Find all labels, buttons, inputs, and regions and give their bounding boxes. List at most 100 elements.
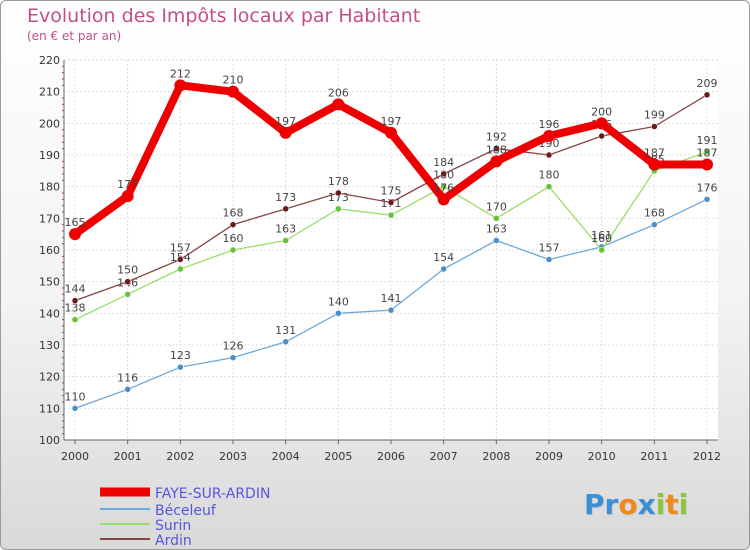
y-minor-tick xyxy=(62,160,64,162)
y-minor-tick xyxy=(62,179,64,181)
logo-letter: i xyxy=(678,488,689,521)
data-label: 196 xyxy=(539,118,560,131)
y-minor-tick xyxy=(62,369,64,371)
data-point xyxy=(71,316,79,323)
data-label: 138 xyxy=(65,302,86,315)
y-minor-tick xyxy=(62,300,64,302)
data-label: 168 xyxy=(223,207,244,220)
data-label: 144 xyxy=(65,283,86,296)
y-tick-label: 170 xyxy=(39,212,60,225)
x-tick-label: 2004 xyxy=(272,450,300,463)
legend-label: Ardin xyxy=(155,533,192,549)
data-point xyxy=(335,205,342,213)
y-tick-label: 160 xyxy=(39,244,60,257)
y-minor-tick xyxy=(62,433,64,435)
data-point xyxy=(229,221,237,228)
legend-label: Surin xyxy=(155,518,191,534)
data-point xyxy=(493,145,500,152)
data-label: 177 xyxy=(117,178,138,191)
data-point xyxy=(332,98,345,111)
logo-letter: P xyxy=(584,488,605,521)
y-minor-tick xyxy=(62,414,64,416)
y-minor-tick xyxy=(62,230,64,232)
data-label: 176 xyxy=(433,181,454,194)
data-point xyxy=(227,85,239,98)
data-point xyxy=(282,205,289,213)
data-label: 163 xyxy=(486,223,507,236)
y-minor-tick xyxy=(62,148,64,150)
data-point xyxy=(387,211,395,219)
y-minor-tick xyxy=(62,274,64,276)
y-tick-label: 150 xyxy=(39,276,60,289)
logo-letter: t xyxy=(665,488,679,521)
data-label: 160 xyxy=(591,232,612,245)
y-minor-tick xyxy=(62,192,64,194)
data-point xyxy=(335,189,342,197)
data-point xyxy=(387,306,395,314)
data-point xyxy=(703,196,711,203)
data-point xyxy=(598,246,605,254)
data-label: 187 xyxy=(644,147,665,160)
data-label: 178 xyxy=(328,175,349,188)
y-minor-tick xyxy=(62,363,64,365)
data-label: 206 xyxy=(328,86,349,99)
data-point xyxy=(124,386,131,393)
data-point xyxy=(440,183,447,190)
data-point xyxy=(648,158,661,171)
x-tick-label: 2012 xyxy=(693,450,721,463)
y-minor-tick xyxy=(62,236,64,238)
y-minor-tick xyxy=(62,116,64,118)
chart-subtitle: (en € et par an) xyxy=(27,29,121,43)
data-point xyxy=(177,256,184,263)
logo-letter: i xyxy=(655,488,666,521)
y-minor-tick xyxy=(62,72,64,74)
y-minor-tick xyxy=(62,78,64,80)
data-point xyxy=(437,193,450,206)
data-point xyxy=(385,126,397,139)
data-label: 123 xyxy=(170,349,191,362)
data-label: 199 xyxy=(644,109,665,122)
y-minor-tick xyxy=(62,65,64,67)
y-tick-label: 190 xyxy=(39,149,60,162)
y-minor-tick xyxy=(62,325,64,327)
y-tick-label: 110 xyxy=(39,402,60,415)
y-minor-tick xyxy=(62,141,64,143)
y-minor-tick xyxy=(62,401,64,403)
y-tick-label: 120 xyxy=(39,371,60,384)
y-minor-tick xyxy=(62,350,64,352)
y-minor-tick xyxy=(62,357,64,359)
data-point xyxy=(177,265,184,273)
y-tick-label: 200 xyxy=(39,117,60,130)
data-point xyxy=(69,228,81,241)
data-label: 116 xyxy=(117,371,138,384)
data-point xyxy=(387,199,395,206)
data-label: 209 xyxy=(697,77,718,90)
y-minor-tick xyxy=(62,224,64,226)
y-tick-label: 100 xyxy=(39,434,60,447)
data-point xyxy=(545,183,553,190)
x-tick-label: 2001 xyxy=(114,450,142,463)
data-point xyxy=(651,221,658,228)
data-point xyxy=(71,297,79,304)
data-point xyxy=(493,237,500,244)
x-tick-label: 2006 xyxy=(377,450,405,463)
logo-letter: o xyxy=(618,488,638,521)
data-point xyxy=(543,130,555,142)
data-label: 165 xyxy=(65,216,86,229)
data-label: 197 xyxy=(275,115,296,128)
x-tick-label: 2010 xyxy=(588,450,616,463)
y-minor-tick xyxy=(62,110,64,112)
y-minor-tick xyxy=(62,319,64,321)
x-tick-label: 2005 xyxy=(324,450,352,463)
data-label: 168 xyxy=(644,207,665,220)
data-point xyxy=(229,354,237,361)
data-label: 197 xyxy=(381,115,402,128)
data-point xyxy=(229,246,237,254)
y-minor-tick xyxy=(62,338,64,340)
data-label: 192 xyxy=(486,131,507,144)
legend-label: FAYE-SUR-ARDIN xyxy=(155,486,270,502)
x-tick-label: 2008 xyxy=(482,450,510,463)
y-minor-tick xyxy=(62,198,64,200)
data-label: 154 xyxy=(433,251,454,264)
y-minor-tick xyxy=(62,388,64,390)
